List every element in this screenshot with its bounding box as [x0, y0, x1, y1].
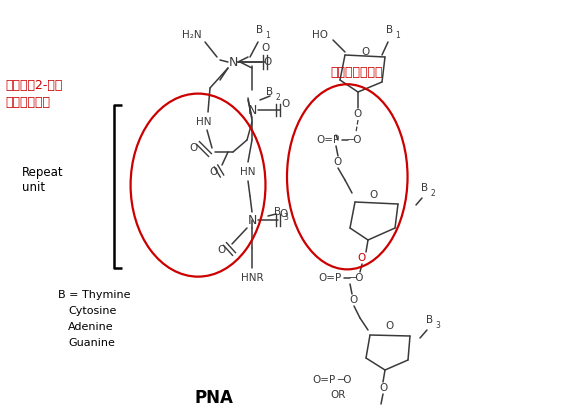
Text: HO: HO — [312, 30, 328, 40]
Text: Cytosine: Cytosine — [68, 306, 117, 316]
Text: O=P: O=P — [316, 135, 340, 145]
Text: O: O — [209, 167, 217, 177]
Text: B: B — [421, 183, 429, 193]
Text: B: B — [266, 87, 274, 97]
Text: N: N — [228, 55, 238, 69]
Text: B: B — [274, 207, 282, 217]
Text: OR: OR — [330, 390, 346, 400]
Text: B: B — [257, 25, 263, 35]
Text: 1: 1 — [395, 32, 401, 40]
Text: O: O — [264, 57, 272, 67]
Text: 2: 2 — [430, 190, 435, 198]
Text: ─O: ─O — [347, 135, 361, 145]
Text: O: O — [261, 43, 269, 53]
Text: O: O — [350, 295, 358, 305]
Text: 1: 1 — [266, 32, 270, 40]
Text: 2: 2 — [276, 94, 280, 102]
Text: ─O: ─O — [337, 375, 351, 385]
Text: O: O — [218, 245, 226, 255]
Text: N: N — [247, 104, 257, 116]
Text: O: O — [282, 99, 290, 109]
Text: ─O: ─O — [349, 273, 363, 283]
Text: B = Thymine: B = Thymine — [58, 290, 130, 300]
Text: 3: 3 — [284, 213, 289, 223]
Text: O=P: O=P — [312, 375, 335, 385]
Text: B: B — [426, 315, 433, 325]
Text: Adenine: Adenine — [68, 322, 114, 332]
Text: B: B — [386, 25, 394, 35]
Text: Repeat
unit: Repeat unit — [22, 166, 64, 194]
Text: 戊糖磷酸二酩键: 戊糖磷酸二酩键 — [330, 66, 382, 79]
Text: O: O — [379, 383, 387, 393]
Text: O: O — [386, 321, 394, 331]
Text: O: O — [370, 190, 378, 200]
Text: Guanine: Guanine — [68, 338, 115, 348]
Text: O: O — [334, 157, 342, 167]
Text: PNA: PNA — [195, 389, 234, 407]
Text: O: O — [358, 253, 366, 263]
Text: O: O — [354, 109, 362, 119]
Text: N: N — [247, 213, 257, 226]
Text: O: O — [280, 209, 288, 219]
Text: H₂N: H₂N — [182, 30, 202, 40]
Text: HN: HN — [241, 167, 256, 177]
Text: O=P: O=P — [319, 273, 342, 283]
Text: HNR: HNR — [241, 273, 263, 283]
Text: 肏链酰胺2-氨基
乙基炙氨酸键: 肏链酰胺2-氨基 乙基炙氨酸键 — [6, 79, 63, 109]
Text: 3: 3 — [436, 322, 440, 330]
Text: O: O — [361, 47, 369, 57]
Text: HN: HN — [196, 117, 212, 127]
Text: O: O — [189, 143, 197, 153]
